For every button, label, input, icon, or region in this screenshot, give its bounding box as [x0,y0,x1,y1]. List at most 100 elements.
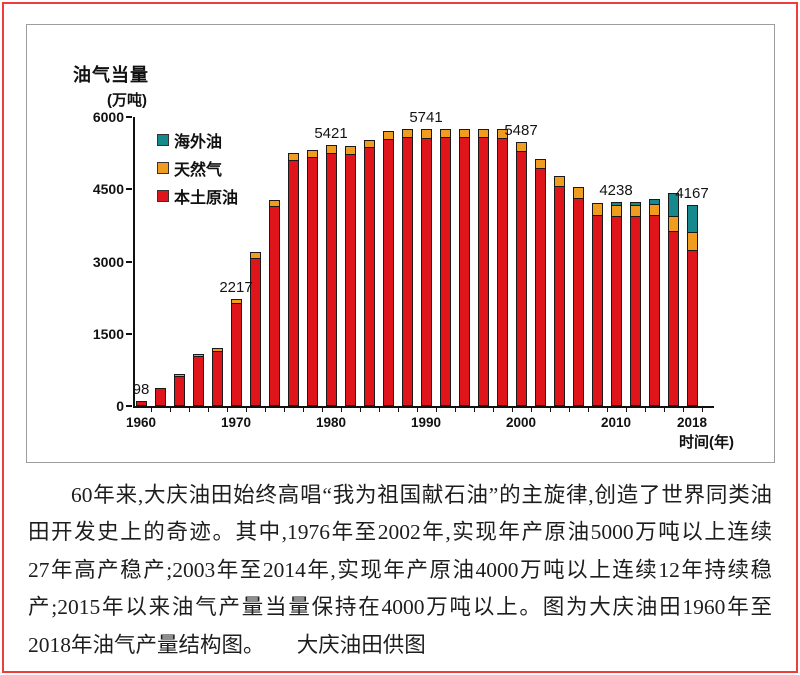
bar-segment-domestic-crude [364,148,374,405]
bar-segment-domestic-crude [136,402,146,405]
bar-segment-domestic-crude [592,215,602,405]
bar-segment-natural-gas [459,129,469,138]
bar-2016 [667,192,679,406]
bar-segment-overseas-oil [630,202,640,206]
bar-segment-domestic-crude [193,357,203,405]
bar-1974 [268,199,280,406]
bar-1960 [135,401,147,406]
bar-1972 [249,251,261,406]
legend-item-label: 天然气 [174,162,223,179]
chart-legend: 海外油 天然气 本土原油 [157,126,238,210]
x-tick-label: 2018 [676,415,708,430]
caption-line: 60年来,大庆油田始终高唱“我为祖国献石油”的主旋律,创造了世界同类油 [71,483,772,507]
bar-segment-natural-gas [554,176,564,187]
bar-2014 [648,199,660,406]
value-label: 2217 [219,279,253,297]
caption-line: 产;2015年以来油气产量当量保持在4000万吨以上。图为大庆油田1960年至 [28,595,772,620]
bar-segment-domestic-crude [554,186,564,405]
bar-segment-domestic-crude [212,351,222,405]
bar-segment-natural-gas [345,147,355,156]
x-axis-tick [378,408,380,412]
bar-segment-domestic-crude [250,259,260,405]
bar-segment-domestic-crude [307,158,317,405]
x-axis-tick [625,408,627,412]
x-axis-tick [302,408,304,412]
bar-1988 [401,129,413,406]
legend-item: 天然气 [157,154,238,182]
axes [133,117,714,408]
chart-title: 油气当量 [73,65,149,85]
y-axis-tick [126,332,132,335]
bar-segment-natural-gas [307,150,317,159]
bar-segment-overseas-oil [611,202,621,206]
bar-1964 [173,374,185,406]
bar-segment-natural-gas [497,130,507,139]
bar-2006 [572,187,584,406]
legend-swatch [157,162,169,174]
x-axis-tick [587,408,589,412]
bar-segment-natural-gas [592,204,602,216]
bar-2018 [686,205,698,406]
bar-segment-natural-gas [611,205,621,218]
bar-segment-domestic-crude [231,303,241,405]
bar-segment-natural-gas [174,375,184,378]
bar-segment-domestic-crude [421,138,431,405]
y-axis-tick [126,405,132,407]
bar-segment-natural-gas [573,188,583,199]
x-axis-tick [340,408,342,412]
bar-segment-domestic-crude [649,216,659,405]
x-axis-tick [397,408,399,412]
x-axis-tick [321,408,323,412]
caption-line: 27年高产稳产;2003年至2014年,实现年产原油4000万吨以上连续12年持… [28,557,772,582]
bar-1980 [325,144,337,406]
legend-item: 本土原油 [157,182,238,210]
bar-segment-natural-gas [288,153,298,161]
bar-segment-natural-gas [649,204,659,217]
bar-segment-natural-gas [383,132,393,141]
bar-1984 [363,139,375,406]
bar-1990 [420,129,432,406]
bar-segment-domestic-crude [516,151,526,405]
x-axis-tick [169,408,171,412]
bar-segment-natural-gas [687,233,697,251]
x-axis-tick [245,408,247,412]
bar-segment-domestic-crude [174,377,184,405]
bar-2008 [591,203,603,406]
bar-segment-domestic-crude [478,138,488,405]
bar-segment-overseas-oil [668,193,678,217]
x-tick-label: 1980 [315,415,347,430]
bar-2002 [534,159,546,406]
bar-1966 [192,353,204,406]
bar-1976 [287,152,299,406]
bar-segment-domestic-crude [383,140,393,405]
y-tick-label: 4500 [92,181,124,198]
bar-segment-domestic-crude [326,153,336,405]
bar-segment-natural-gas [668,216,678,233]
bar-1992 [439,129,451,406]
x-axis-tick [568,408,570,412]
bar-1994 [458,128,470,406]
bar-1962 [154,387,166,406]
bar-2004 [553,175,565,406]
bar-segment-domestic-crude [611,217,621,405]
bar-segment-natural-gas [440,130,450,139]
bar-segment-domestic-crude [440,138,450,405]
y-tick-label: 0 [116,398,124,414]
bar-segment-domestic-crude [402,138,412,405]
bar-2012 [629,201,641,406]
x-axis-tick [682,408,684,412]
x-axis-tick [663,408,665,412]
legend-swatch [157,190,169,202]
x-tick-label: 1960 [125,415,157,430]
value-label: 4238 [599,181,633,199]
bar-1968 [211,348,223,406]
x-axis-tick [264,408,266,412]
bar-segment-domestic-crude [459,137,469,405]
x-axis-tick [207,408,209,412]
bar-2010 [610,201,622,406]
x-axis-tick [530,408,532,412]
bar-segment-domestic-crude [535,169,545,405]
value-label: 5741 [409,109,443,127]
x-axis-tick [226,408,228,412]
